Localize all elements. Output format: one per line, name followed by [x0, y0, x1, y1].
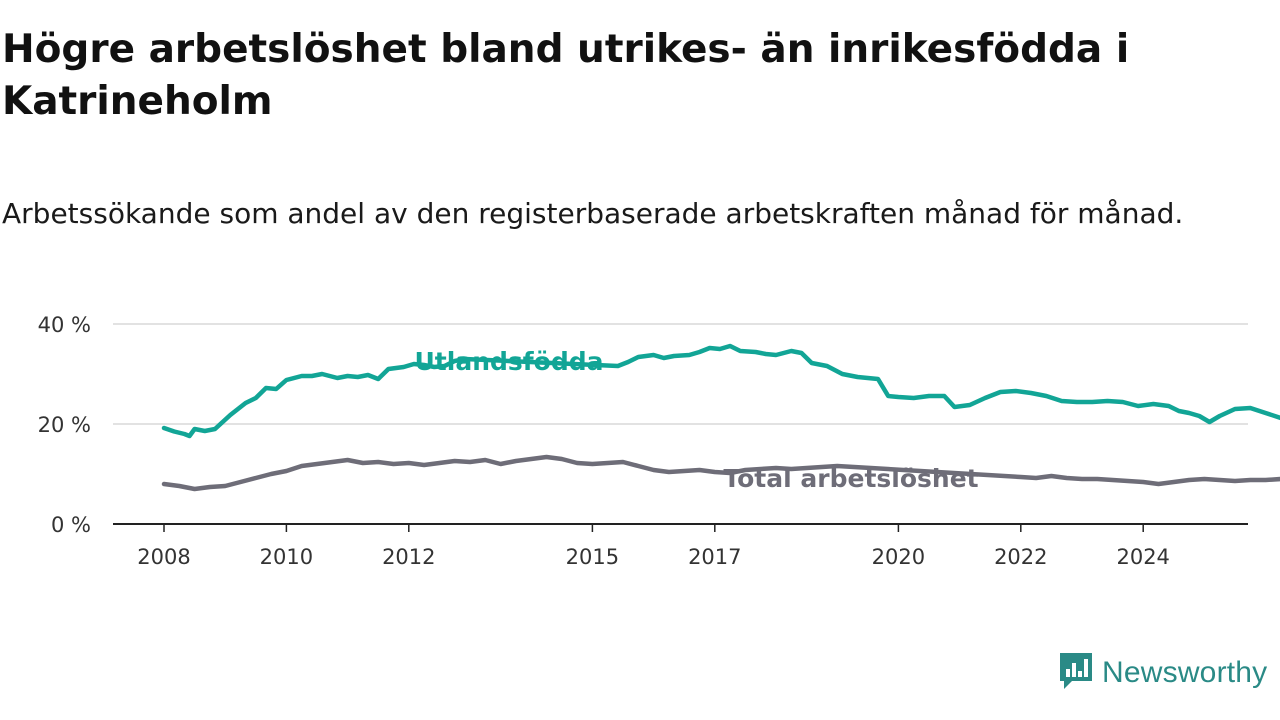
- x-tick-label: 2012: [382, 545, 435, 569]
- series-name-label-0: Utlandsfödda: [415, 347, 604, 376]
- brand-name: Newsworthy: [1102, 656, 1268, 689]
- series-layer: [161, 343, 1280, 492]
- x-tick-label: 2020: [872, 545, 925, 569]
- series-line-1: [161, 454, 1280, 492]
- chart-title: Högre arbetslöshet bland utrikes- än inr…: [2, 27, 1130, 124]
- chart-subtitle: Arbetssökande som andel av den registerb…: [2, 197, 1184, 230]
- newsworthy-logo-icon: [1058, 651, 1094, 695]
- x-tick-label: 2015: [566, 545, 619, 569]
- y-tick-label: 0 %: [51, 513, 91, 537]
- axis-layer: 0 % 20 % 40 % 2008 2010 2012 2015 2017 2020 2022 2…: [38, 313, 1248, 569]
- x-tick-label: 2024: [1116, 545, 1169, 569]
- x-tick-label: 2022: [994, 545, 1047, 569]
- line-chart: 0 % 20 % 40 % 2008 2010 2012 2015 2017 2020 2022 2…: [38, 313, 1280, 569]
- series-name-label-1: Total arbetslöshet: [723, 464, 978, 493]
- x-tick-label: 2017: [688, 545, 741, 569]
- newsworthy-brand[interactable]: Newsworthy: [1058, 653, 1267, 693]
- y-tick-label: 40 %: [38, 313, 91, 337]
- grid-layer: [113, 323, 1248, 425]
- y-tick-label: 20 %: [38, 413, 91, 437]
- series-line-0: [161, 343, 1280, 439]
- x-tick-label: 2010: [260, 545, 313, 569]
- x-tick-label: 2008: [137, 545, 190, 569]
